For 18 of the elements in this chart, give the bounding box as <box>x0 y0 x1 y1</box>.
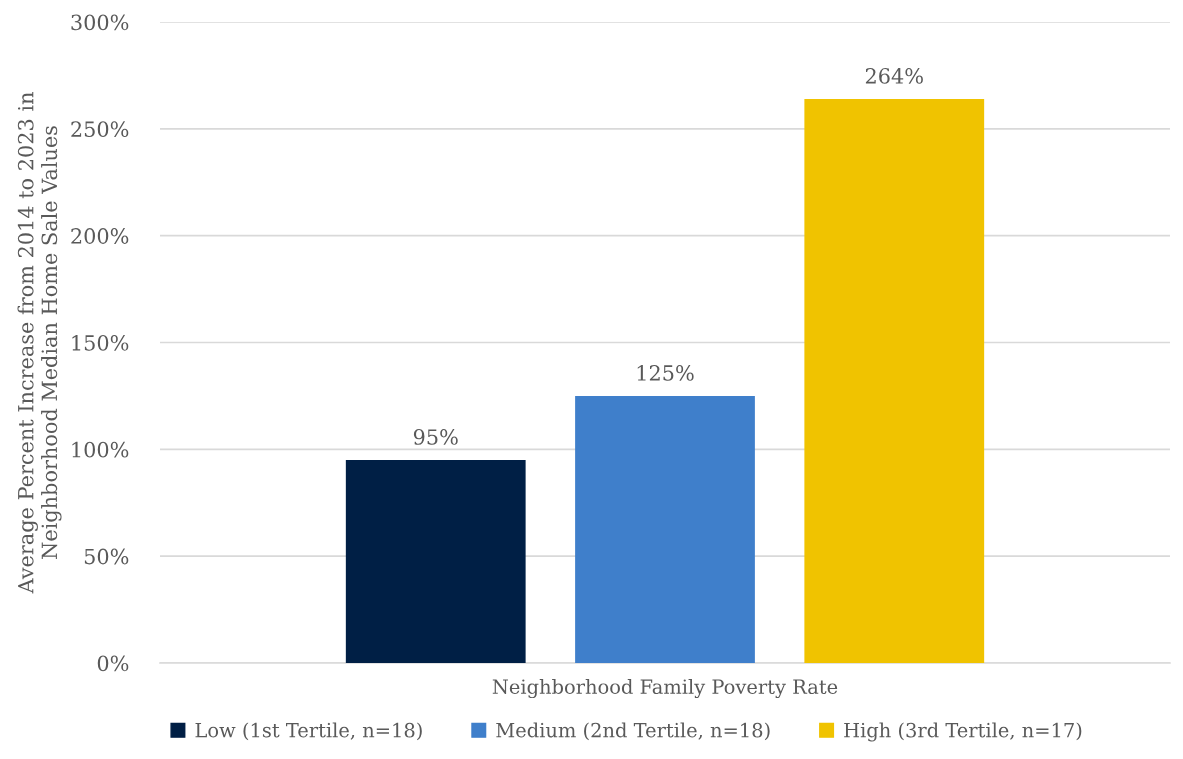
y-tick-label: 200% <box>71 228 129 244</box>
y-tick-label: 250% <box>71 121 129 138</box>
y-tick-label: 300% <box>71 14 129 31</box>
data-label: 95% <box>413 429 458 445</box>
bar <box>345 460 526 663</box>
legend-label: High (3rd Tertile, n=17) <box>844 722 1082 742</box>
y-tick-label: 0% <box>97 655 129 672</box>
y-tick-label: 150% <box>72 334 129 351</box>
x-axis-title: Neighborhood Family Poverty Rate <box>492 678 838 699</box>
legend-label: Low (1st Tertile, n=18) <box>195 722 422 741</box>
y-tick-label: 50% <box>84 548 129 565</box>
y-tick-label: 100% <box>72 441 129 458</box>
bar <box>804 98 985 663</box>
y-axis-title: Average Percent Increase from 2014 to 2023 in Neighborhood Median Home Sale Values <box>17 92 62 594</box>
legend-label: Medium (2nd Tertile, n=18) <box>496 722 770 741</box>
data-label: 264% <box>865 68 923 84</box>
data-label: 125% <box>637 365 694 381</box>
bar <box>575 395 755 663</box>
